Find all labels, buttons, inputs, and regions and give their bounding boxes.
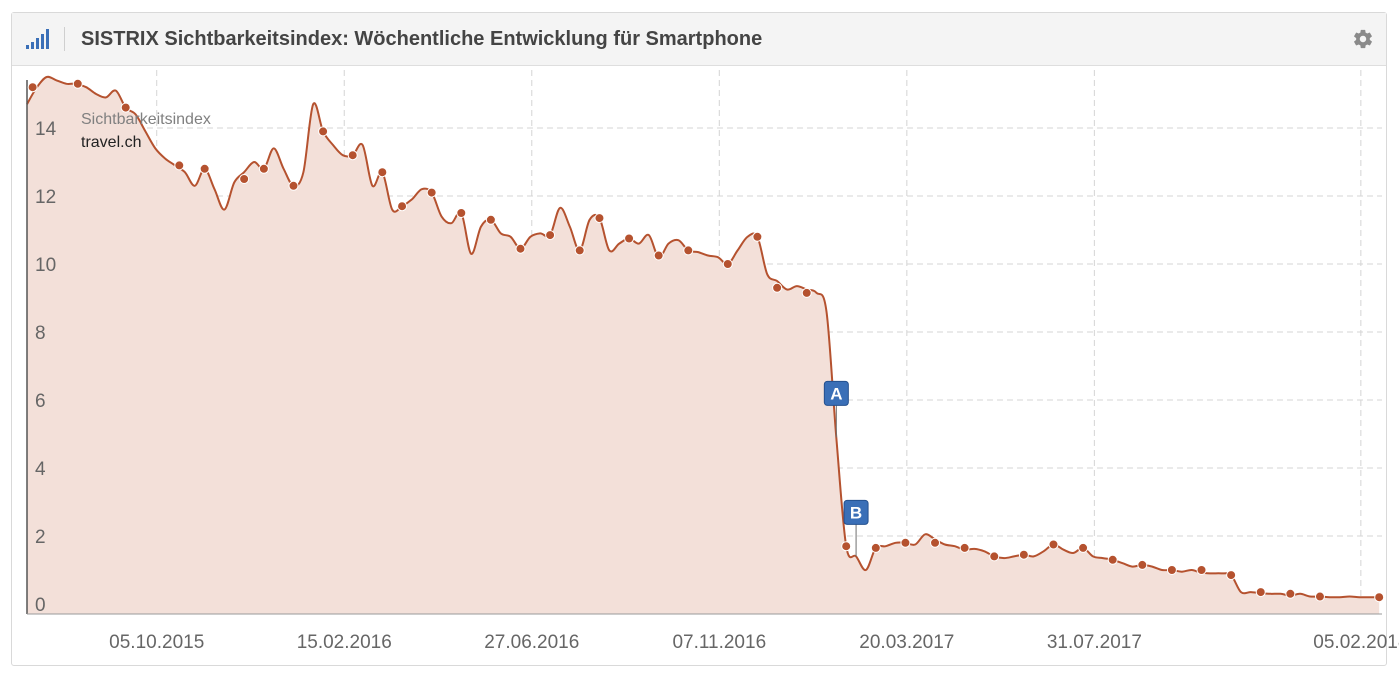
legend: Sichtbarkeitsindex travel.ch [81, 111, 211, 151]
data-point[interactable] [574, 245, 585, 256]
data-point[interactable] [318, 126, 329, 137]
data-point[interactable] [1078, 542, 1089, 553]
data-point[interactable] [515, 243, 526, 254]
data-point[interactable] [377, 167, 388, 178]
y-tick-label: 12 [35, 187, 56, 208]
annotation-flag-a[interactable]: A [823, 380, 849, 438]
data-point[interactable] [485, 214, 496, 225]
data-point[interactable] [258, 163, 269, 174]
data-point[interactable] [239, 174, 250, 184]
data-point[interactable] [1255, 587, 1266, 598]
data-point[interactable] [426, 187, 437, 198]
data-point[interactable] [1018, 549, 1029, 560]
data-point[interactable] [653, 250, 664, 261]
legend-series-name: travel.ch [81, 134, 141, 151]
data-point[interactable] [624, 233, 635, 244]
annotation-box[interactable] [843, 499, 869, 525]
data-point[interactable] [1048, 539, 1059, 550]
data-point[interactable] [27, 82, 38, 93]
data-point[interactable] [900, 537, 911, 548]
data-point[interactable] [1166, 565, 1177, 575]
data-point[interactable] [841, 541, 852, 552]
data-point[interactable] [870, 542, 881, 553]
data-point[interactable] [72, 78, 83, 89]
data-point[interactable] [1374, 592, 1385, 603]
data-point[interactable] [959, 542, 970, 553]
data-point[interactable] [545, 230, 556, 241]
data-point[interactable] [288, 180, 299, 191]
series-line [26, 75, 1380, 599]
axes [26, 80, 1382, 615]
annotation-box[interactable] [823, 380, 849, 406]
data-point[interactable] [1285, 588, 1296, 599]
x-tick-label: 15.02.2016 [297, 632, 392, 653]
data-point[interactable] [930, 537, 941, 548]
y-tick-label: 6 [35, 391, 46, 412]
y-tick-label: 4 [35, 459, 46, 480]
event-annotations: AB [823, 380, 869, 557]
chart-title: SISTRIX Sichtbarkeitsindex: Wöchentliche… [81, 28, 763, 50]
header-divider [64, 27, 65, 51]
data-point[interactable] [1107, 554, 1118, 565]
data-point[interactable] [1226, 570, 1237, 581]
tick-labels: 0 2 4 6 8 10 12 14 05.10.2015 15.02.2016 27.06.201… [35, 119, 1399, 653]
data-point[interactable] [1196, 565, 1207, 575]
y-tick-label: 14 [35, 119, 57, 140]
data-point[interactable] [801, 287, 812, 298]
annotation-flag-b[interactable]: B [843, 499, 869, 557]
bar-chart-icon [26, 29, 49, 49]
data-point[interactable] [1137, 559, 1148, 570]
annotation-label: A [830, 384, 842, 403]
y-tick-label: 8 [35, 323, 46, 344]
data-point[interactable] [397, 201, 408, 212]
x-tick-label: 27.06.2016 [484, 632, 579, 653]
data-point[interactable] [989, 551, 1000, 562]
data-point[interactable] [1314, 591, 1325, 602]
gear-icon[interactable] [1352, 28, 1374, 50]
x-tick-label: 20.03.2017 [859, 632, 954, 653]
y-tick-label: 2 [35, 527, 46, 548]
panel-header: SISTRIX Sichtbarkeitsindex: Wöchentliche… [12, 13, 1386, 66]
data-point[interactable] [174, 160, 185, 171]
data-point[interactable] [683, 245, 694, 256]
data-point[interactable] [772, 282, 783, 293]
legend-title: Sichtbarkeitsindex [81, 111, 211, 128]
y-tick-label: 0 [35, 595, 46, 616]
data-markers [27, 78, 1385, 603]
data-point[interactable] [456, 208, 467, 218]
x-tick-label: 05.10.2015 [109, 632, 204, 653]
x-tick-label: 05.02.2018 [1313, 632, 1399, 653]
x-tick-label: 31.07.2017 [1047, 632, 1142, 653]
data-point[interactable] [199, 163, 210, 174]
annotation-label: B [850, 503, 862, 522]
data-point[interactable] [347, 150, 358, 161]
data-point[interactable] [120, 102, 131, 113]
series-area [27, 76, 1380, 614]
data-point[interactable] [752, 231, 763, 242]
y-tick-label: 10 [35, 255, 56, 276]
x-tick-label: 07.11.2016 [672, 632, 766, 653]
data-point[interactable] [722, 259, 733, 269]
data-point[interactable] [594, 213, 605, 224]
